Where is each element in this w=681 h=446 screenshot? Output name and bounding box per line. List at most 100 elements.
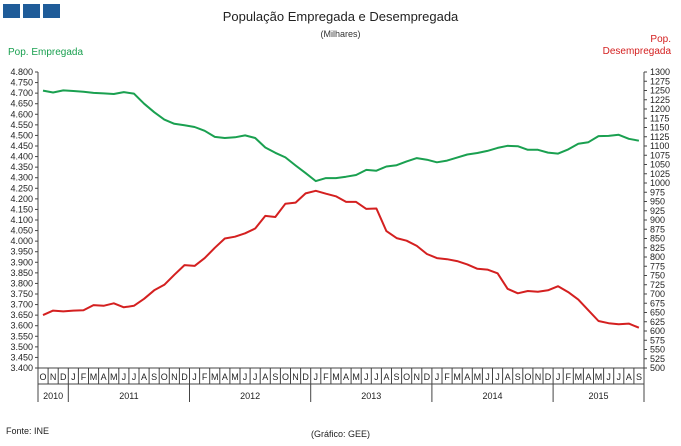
left-tick-label: 4.250 xyxy=(10,183,33,193)
left-tick-label: 4.000 xyxy=(10,236,33,246)
month-label: M xyxy=(453,372,461,382)
month-label: J xyxy=(122,372,127,382)
month-label: A xyxy=(101,372,107,382)
year-label: 2012 xyxy=(240,391,260,401)
right-tick-label: 850 xyxy=(650,234,665,244)
axes xyxy=(37,72,645,369)
month-label: F xyxy=(81,372,87,382)
month-label: D xyxy=(302,372,309,382)
month-label: J xyxy=(606,372,611,382)
month-label: N xyxy=(171,372,178,382)
left-tick-label: 3.850 xyxy=(10,268,33,278)
month-label: J xyxy=(374,372,379,382)
right-tick-label: 1025 xyxy=(650,169,670,179)
month-label: A xyxy=(383,372,389,382)
source-note: Fonte: INE xyxy=(6,426,50,436)
logo-block-1 xyxy=(3,4,20,18)
right-tick-label: 1100 xyxy=(650,141,669,151)
right-tick-label: 725 xyxy=(650,280,665,290)
month-label: M xyxy=(231,372,239,382)
month-label: M xyxy=(211,372,219,382)
month-label: A xyxy=(262,372,268,382)
month-label: J xyxy=(485,372,490,382)
employed-series-line xyxy=(42,89,640,183)
right-tick-label: 650 xyxy=(650,308,665,318)
right-tick-label: 1050 xyxy=(650,160,670,170)
month-label: J xyxy=(495,372,500,382)
chart-title: População Empregada e Desempregada xyxy=(222,9,459,24)
month-label: J xyxy=(71,372,76,382)
right-tick-label: 700 xyxy=(650,289,665,299)
left-tick-label: 4.400 xyxy=(10,152,33,162)
right-tick-label: 750 xyxy=(650,271,665,281)
month-label: J xyxy=(132,372,137,382)
right-tick-label: 1075 xyxy=(650,150,670,160)
month-label: D xyxy=(424,372,431,382)
month-label: M xyxy=(90,372,98,382)
left-tick-label: 3.550 xyxy=(10,331,33,341)
left-tick-label: 3.650 xyxy=(10,310,33,320)
right-tick-label: 925 xyxy=(650,206,665,216)
left-tick-label: 3.950 xyxy=(10,247,33,257)
left-tick-label: 3.700 xyxy=(10,300,33,310)
right-tick-label: 1150 xyxy=(650,123,669,133)
right-tick-label: 900 xyxy=(650,215,665,225)
chart-subtitle: (Milhares) xyxy=(320,29,361,39)
month-label: D xyxy=(60,372,67,382)
month-label: J xyxy=(617,372,622,382)
month-label: A xyxy=(626,372,632,382)
left-tick-label: 4.350 xyxy=(10,162,33,172)
left-tick-label: 4.800 xyxy=(10,67,33,77)
month-label: F xyxy=(202,372,208,382)
month-label: S xyxy=(394,372,400,382)
left-tick-label: 4.750 xyxy=(10,78,33,88)
month-label: D xyxy=(181,372,188,382)
right-tick-label: 550 xyxy=(650,345,665,355)
right-tick-label: 500 xyxy=(650,363,665,373)
left-tick-label: 4.050 xyxy=(10,226,33,236)
month-label: S xyxy=(515,372,521,382)
left-tick-label: 4.650 xyxy=(10,99,33,109)
right-tick-label: 1175 xyxy=(650,113,669,123)
month-label: N xyxy=(50,372,57,382)
series-lines xyxy=(42,89,640,329)
right-tick-label: 1125 xyxy=(650,132,669,142)
right-axis-label: Pop. Desempregada xyxy=(581,34,671,58)
right-tick-label: 950 xyxy=(650,197,665,207)
left-tick-label: 3.750 xyxy=(10,289,33,299)
right-tick-label: 625 xyxy=(650,317,665,327)
month-label: J xyxy=(192,372,197,382)
month-label: A xyxy=(141,372,147,382)
month-label: M xyxy=(332,372,340,382)
right-axis-ticks: 5005255505756006256506757007257507758008… xyxy=(644,67,670,373)
year-label: 2014 xyxy=(482,391,502,401)
month-label: F xyxy=(444,372,450,382)
month-label: O xyxy=(161,372,168,382)
logo-block-3 xyxy=(43,4,60,18)
month-label: S xyxy=(272,372,278,382)
left-tick-label: 3.500 xyxy=(10,342,33,352)
month-label: N xyxy=(535,372,542,382)
left-tick-label: 3.600 xyxy=(10,321,33,331)
right-axis-label-line1: Pop. xyxy=(650,34,671,45)
left-axis-label: Pop. Empregada xyxy=(8,47,84,58)
month-label: M xyxy=(595,372,603,382)
month-label: J xyxy=(364,372,369,382)
right-tick-label: 675 xyxy=(650,298,665,308)
month-label: J xyxy=(556,372,561,382)
month-label: J xyxy=(243,372,248,382)
month-label: N xyxy=(414,372,421,382)
left-tick-label: 3.900 xyxy=(10,257,33,267)
month-label: J xyxy=(253,372,258,382)
month-label: A xyxy=(222,372,228,382)
year-label: 2015 xyxy=(589,391,609,401)
month-label: M xyxy=(474,372,482,382)
right-tick-label: 600 xyxy=(650,326,665,336)
chart-credit: (Gráfico: GEE) xyxy=(310,429,370,439)
month-label: A xyxy=(505,372,511,382)
left-tick-label: 3.800 xyxy=(10,278,33,288)
left-tick-label: 4.600 xyxy=(10,109,33,119)
right-tick-label: 825 xyxy=(650,243,665,253)
